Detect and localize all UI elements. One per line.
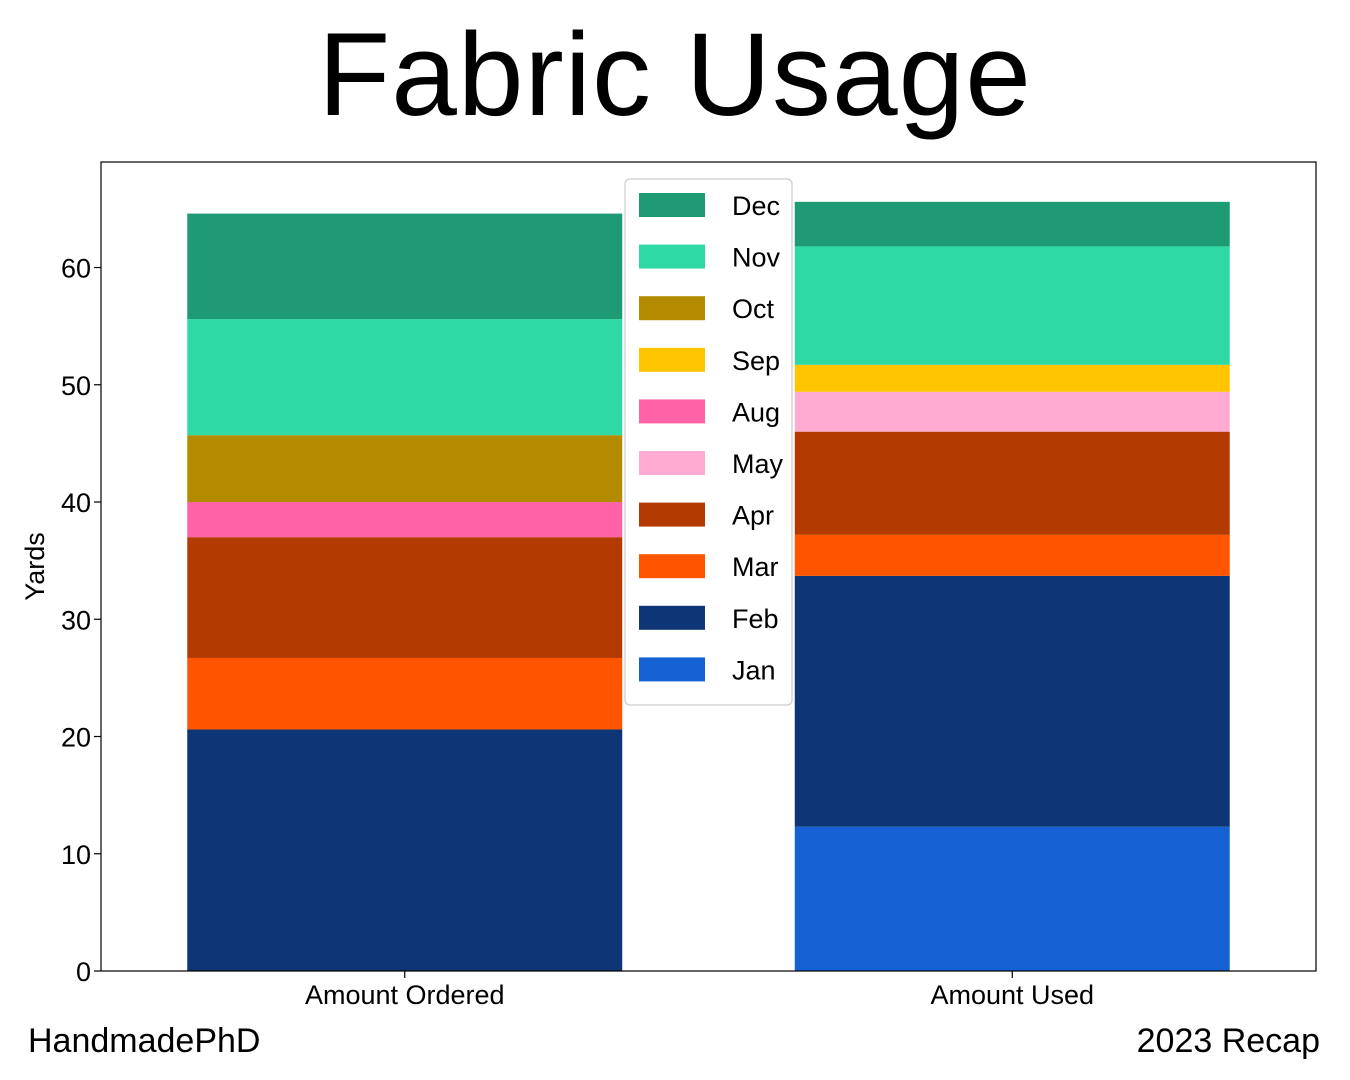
bar-apr-0 (187, 537, 623, 658)
bar-nov-1 (794, 246, 1230, 365)
chart-title: Fabric Usage (318, 9, 1032, 141)
legend-label-aug: Aug (732, 397, 780, 427)
legend-swatch-oct (639, 296, 705, 321)
bar-sep-1 (794, 364, 1230, 392)
legend-label-may: May (732, 449, 784, 479)
legend-swatch-jan (639, 657, 705, 682)
plot-frame (100, 161, 1317, 972)
bar-mar-1 (794, 534, 1230, 576)
legend-label-nov: Nov (732, 243, 781, 273)
bar-nov-0 (187, 319, 623, 436)
legend-label-mar: Mar (732, 552, 779, 582)
bar-feb-1 (794, 575, 1230, 827)
y-tick-label: 40 (61, 488, 91, 518)
y-tick-label: 30 (61, 605, 91, 635)
bar-feb-0 (187, 729, 623, 971)
bar-dec-0 (187, 213, 623, 320)
footer-caption: 2023 Recap (1136, 1022, 1320, 1060)
legend-label-sep: Sep (732, 346, 780, 376)
legend-swatch-may (639, 451, 705, 475)
bar-mar-0 (187, 657, 623, 730)
y-tick-label: 20 (61, 723, 91, 753)
legend-label-feb: Feb (732, 604, 779, 634)
legend-swatch-feb (639, 605, 705, 630)
legend-label-dec: Dec (732, 191, 780, 221)
x-tick-label: Amount Ordered (305, 980, 505, 1010)
bar-apr-1 (794, 431, 1230, 535)
legend-swatch-nov (639, 244, 705, 269)
bar-oct-0 (187, 435, 623, 503)
y-axis-label: Yards (20, 532, 50, 601)
legend-swatch-apr (639, 502, 705, 527)
legend-swatch-mar (639, 554, 705, 579)
x-tick-label: Amount Used (930, 980, 1094, 1010)
footer-author: HandmadePhD (28, 1022, 261, 1060)
y-tick-label: 10 (61, 840, 91, 870)
bar-may-1 (794, 391, 1230, 432)
legend-label-oct: Oct (732, 294, 775, 324)
y-tick-label: 0 (76, 957, 91, 987)
legend-swatch-dec (639, 193, 705, 217)
legend-swatch-aug (639, 399, 705, 424)
bar-jan-1 (794, 826, 1230, 971)
y-tick-label: 50 (61, 371, 91, 401)
legend-label-apr: Apr (732, 501, 774, 531)
legend-swatch-sep (639, 347, 705, 372)
bar-dec-1 (794, 201, 1230, 247)
bar-aug-0 (187, 502, 623, 538)
y-tick-label: 60 (61, 254, 91, 284)
legend-label-jan: Jan (732, 655, 776, 685)
